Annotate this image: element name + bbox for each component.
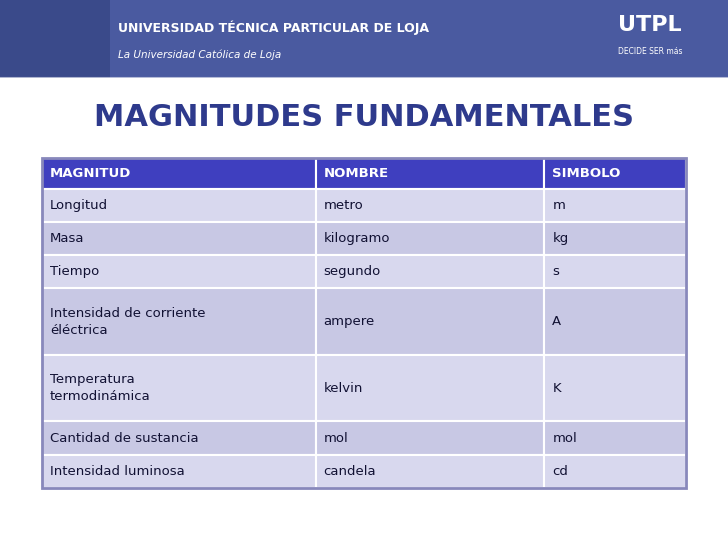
Bar — [316, 288, 545, 355]
Bar — [545, 355, 686, 422]
Bar — [316, 158, 545, 188]
Text: m: m — [553, 199, 565, 212]
Bar — [316, 422, 545, 455]
Bar — [316, 222, 545, 255]
Text: Temperatura
termodinámica: Temperatura termodinámica — [50, 373, 151, 403]
Bar — [545, 222, 686, 255]
Bar — [545, 422, 686, 455]
Bar — [42, 158, 316, 188]
Text: segundo: segundo — [324, 265, 381, 278]
Bar — [545, 158, 686, 188]
Bar — [316, 455, 545, 488]
Text: Intensidad de corriente
éléctrica: Intensidad de corriente éléctrica — [50, 307, 205, 337]
Text: metro: metro — [324, 199, 363, 212]
Text: Tiempo: Tiempo — [50, 265, 99, 278]
Bar — [545, 288, 686, 355]
Text: mol: mol — [324, 431, 349, 444]
Bar — [0, 0, 110, 78]
Text: La Universidad Católica de Loja: La Universidad Católica de Loja — [118, 50, 281, 60]
Bar — [42, 355, 316, 422]
Text: MAGNITUDES FUNDAMENTALES: MAGNITUDES FUNDAMENTALES — [94, 104, 634, 133]
Text: Cantidad de sustancia: Cantidad de sustancia — [50, 431, 199, 444]
Bar — [42, 222, 316, 255]
Text: cd: cd — [553, 465, 568, 478]
Text: MAGNITUD: MAGNITUD — [50, 167, 131, 180]
Bar — [545, 188, 686, 222]
Text: NOMBRE: NOMBRE — [324, 167, 389, 180]
Text: kg: kg — [553, 232, 569, 245]
Text: s: s — [553, 265, 559, 278]
Bar — [42, 255, 316, 288]
Bar — [316, 188, 545, 222]
Bar — [0, 0, 728, 78]
Bar — [316, 255, 545, 288]
Text: A: A — [553, 315, 561, 328]
Text: Masa: Masa — [50, 232, 84, 245]
Text: K: K — [553, 382, 561, 395]
Bar — [42, 288, 316, 355]
Text: Longitud: Longitud — [50, 199, 108, 212]
Text: kilogramo: kilogramo — [324, 232, 390, 245]
Text: DECIDE SER más: DECIDE SER más — [618, 48, 682, 56]
Text: mol: mol — [553, 431, 577, 444]
Bar — [42, 188, 316, 222]
Bar — [316, 355, 545, 422]
Text: UTPL: UTPL — [618, 15, 682, 35]
Text: candela: candela — [324, 465, 376, 478]
Text: ampere: ampere — [324, 315, 375, 328]
Text: SIMBOLO: SIMBOLO — [553, 167, 621, 180]
Text: Intensidad luminosa: Intensidad luminosa — [50, 465, 185, 478]
Bar — [42, 422, 316, 455]
Bar — [545, 455, 686, 488]
Bar — [42, 158, 686, 488]
Text: UNIVERSIDAD TÉCNICA PARTICULAR DE LOJA: UNIVERSIDAD TÉCNICA PARTICULAR DE LOJA — [118, 21, 429, 35]
Bar — [545, 255, 686, 288]
Bar — [42, 455, 316, 488]
Text: kelvin: kelvin — [324, 382, 363, 395]
